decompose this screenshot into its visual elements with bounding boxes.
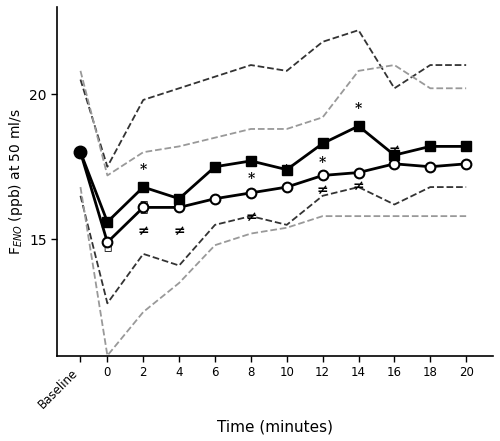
Text: ≠: ≠ [317,183,328,197]
Text: ≠: ≠ [245,209,256,224]
Text: ★: ★ [103,239,112,252]
Text: *: * [355,102,362,116]
Text: ★: ★ [139,201,147,215]
Text: *: * [140,163,147,177]
Text: *: * [248,172,254,186]
Text: ≠: ≠ [174,224,185,238]
Text: *: * [283,164,290,178]
Y-axis label: F$_{ENO}$ (ppb) at 50 ml/s: F$_{ENO}$ (ppb) at 50 ml/s [7,108,25,254]
Text: *: * [319,156,326,170]
X-axis label: Time (minutes): Time (minutes) [217,419,333,434]
Text: *: * [212,164,218,178]
Text: *: * [176,201,183,215]
Text: ≠: ≠ [138,224,149,238]
Text: ≠: ≠ [352,179,364,193]
Text: ≠: ≠ [388,142,400,157]
